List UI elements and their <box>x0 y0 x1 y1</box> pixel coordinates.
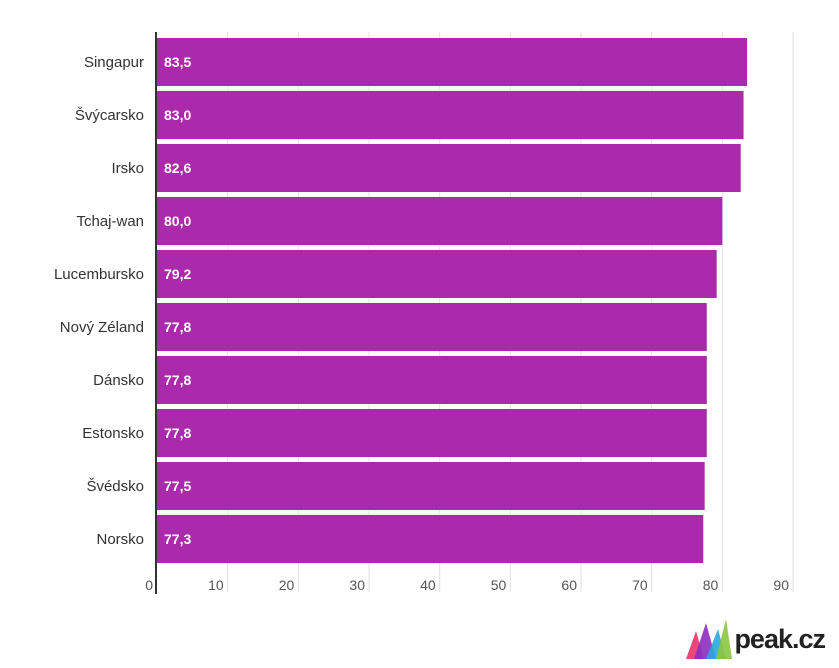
category-label: Tchaj-wan <box>76 213 144 230</box>
bars <box>157 38 748 563</box>
bar <box>157 144 741 192</box>
category-label: Singapur <box>84 54 144 71</box>
x-tick-label: 40 <box>420 577 436 593</box>
peak-logo: peak.cz <box>686 618 826 660</box>
bar <box>157 515 704 563</box>
x-tick-label: 30 <box>349 577 365 593</box>
category-label: Estonsko <box>82 425 144 442</box>
category-label: Lucembursko <box>54 266 144 283</box>
bar <box>157 38 748 86</box>
category-label: Švédsko <box>86 478 144 495</box>
x-axis-ticks: 0 10 20 30 40 50 60 70 80 90 <box>145 577 789 593</box>
bar <box>157 356 707 404</box>
bar <box>157 462 705 510</box>
peak-logo-icon <box>686 619 733 659</box>
x-tick-label: 10 <box>208 577 224 593</box>
value-label: 77,8 <box>164 372 191 388</box>
value-label: 77,3 <box>164 531 191 547</box>
x-tick-label: 90 <box>773 577 789 593</box>
bar <box>157 409 707 457</box>
x-tick-label: 50 <box>491 577 507 593</box>
value-labels: 83,5 83,0 82,6 80,0 79,2 77,8 77,8 77,8 77,5 77,3 <box>164 54 191 547</box>
bar <box>157 197 723 245</box>
category-label: Švýcarsko <box>75 107 144 124</box>
value-label: 77,8 <box>164 319 191 335</box>
category-label: Dánsko <box>93 372 144 389</box>
bar <box>157 250 717 298</box>
value-label: 77,8 <box>164 425 191 441</box>
category-label: Irsko <box>111 160 144 177</box>
category-labels: Singapur Švýcarsko Irsko Tchaj-wan Lucemburs… <box>54 54 144 548</box>
x-tick-label: 70 <box>632 577 648 593</box>
x-tick-label: 80 <box>703 577 719 593</box>
value-label: 82,6 <box>164 160 191 176</box>
x-tick-label: 0 <box>145 577 153 593</box>
value-label: 79,2 <box>164 266 191 282</box>
category-label: Nový Zéland <box>60 319 144 336</box>
bar <box>157 91 744 139</box>
value-label: 83,5 <box>164 54 191 70</box>
value-label: 83,0 <box>164 107 191 123</box>
x-tick-label: 20 <box>279 577 295 593</box>
category-label: Norsko <box>96 531 144 548</box>
logo-text: peak.cz <box>734 623 826 654</box>
x-tick-label: 60 <box>561 577 577 593</box>
bar <box>157 303 707 351</box>
value-label: 80,0 <box>164 213 191 229</box>
value-label: 77,5 <box>164 478 191 494</box>
